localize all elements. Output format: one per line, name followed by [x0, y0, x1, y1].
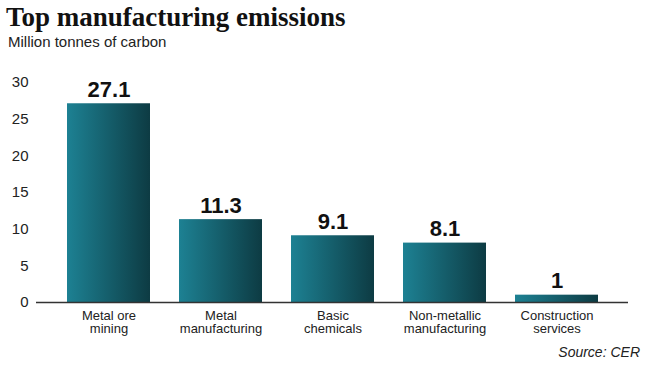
svg-text:8.1: 8.1 [430, 216, 461, 241]
svg-text:Basicchemicals: Basicchemicals [304, 308, 362, 336]
svg-text:Metalmanufacturing: Metalmanufacturing [180, 308, 262, 336]
svg-text:20: 20 [12, 147, 29, 164]
svg-text:0: 0 [20, 293, 28, 310]
svg-text:11.3: 11.3 [200, 193, 242, 218]
svg-text:Constructionservices: Constructionservices [521, 308, 594, 336]
html-text:Top manufacturing emissions: Top manufacturing emissions [6, 2, 346, 32]
svg-text:15: 15 [12, 183, 29, 200]
svg-text:Non-metallicmanufacturing: Non-metallicmanufacturing [404, 308, 486, 336]
svg-text:Metal oremining: Metal oremining [82, 308, 136, 336]
svg-text:1: 1 [551, 268, 563, 293]
html-text:Source: CER: Source: CER [558, 344, 640, 360]
svg-text:25: 25 [12, 110, 29, 127]
html-text:Million tonnes of carbon: Million tonnes of carbon [8, 33, 167, 50]
svg-text:30: 30 [12, 73, 29, 90]
svg-text:27.1: 27.1 [88, 77, 131, 102]
svg-text:10: 10 [12, 220, 29, 237]
svg-text:5: 5 [20, 257, 28, 274]
svg-text:9.1: 9.1 [318, 209, 349, 234]
